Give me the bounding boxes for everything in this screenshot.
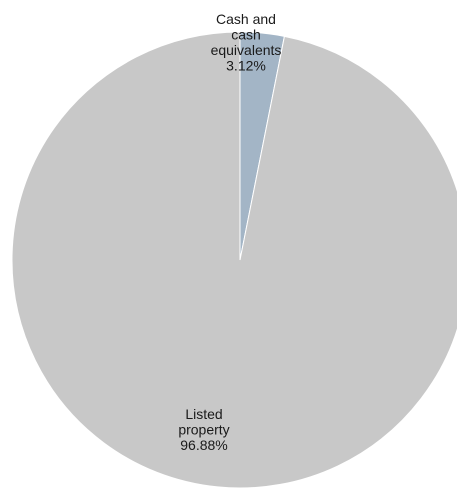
slice-label-line-1-0: Listed (185, 406, 222, 422)
slice-label-line-0-1: cash (231, 27, 261, 43)
slice-label-line-0-0: Cash and (216, 11, 276, 27)
slice-value-label-0: 3.12% (226, 58, 266, 74)
slice-value-label-1: 96.88% (180, 437, 227, 453)
slices-layer (11, 31, 457, 488)
slice-label-1: Listed property 96.88% (178, 406, 229, 453)
pie-slice-1 (11, 31, 457, 488)
slice-label-line-0-2: equivalents (211, 42, 282, 58)
slice-label-line-1-1: property (178, 422, 229, 438)
slice-label-0: Cash and cash equivalents 3.12% (211, 11, 282, 74)
labels-layer: Cash and cash equivalents 3.12% Listed proper… (178, 11, 281, 453)
